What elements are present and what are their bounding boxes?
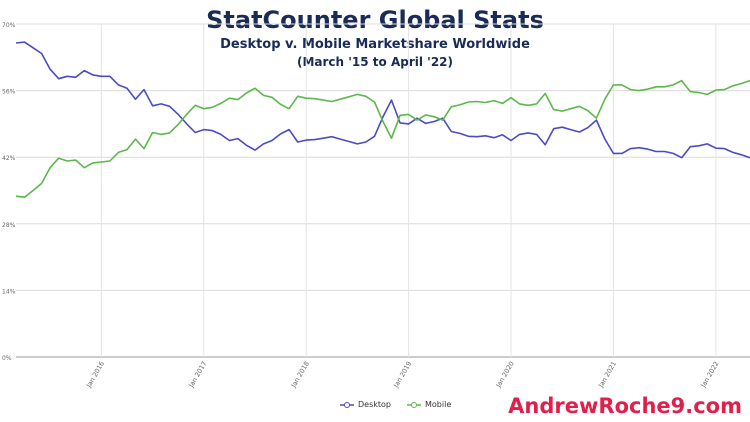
y-axis-tick-labels: 0% 14% 28% 42% 56% 70% — [2, 22, 16, 362]
legend-item-mobile[interactable]: Mobile — [407, 400, 451, 409]
y-tick-label: 56% — [2, 89, 16, 96]
x-axis-tick-labels: Jan 2016 Jan 2017 Jan 2018 Jan 2019 Jan 2020… — [84, 360, 720, 390]
legend-swatch-mobile — [407, 401, 421, 409]
chart-title: StatCounter Global Stats — [206, 6, 544, 34]
chart-date-range: (March '15 to April '22) — [296, 55, 454, 69]
legend-label-desktop: Desktop — [358, 400, 391, 409]
series-lines — [15, 41, 750, 198]
y-tick-label: 42% — [2, 155, 16, 162]
x-tick-label: Jan 2018 — [289, 360, 311, 390]
x-tick-label: Jan 2016 — [84, 360, 106, 390]
chart-legend: Desktop Mobile — [340, 400, 451, 409]
y-tick-label: 14% — [2, 288, 16, 295]
legend-swatch-desktop — [340, 401, 354, 409]
y-tick-label: 70% — [2, 22, 16, 29]
x-tick-label: Jan 2021 — [596, 360, 618, 390]
x-tick-label: Jan 2020 — [494, 360, 516, 390]
chart-subtitle: Desktop v. Mobile Marketshare Worldwide — [220, 37, 530, 52]
y-tick-label: 28% — [2, 222, 16, 229]
legend-item-desktop[interactable]: Desktop — [340, 400, 391, 409]
grid-lines — [16, 23, 750, 358]
x-tick-label: Jan 2022 — [699, 360, 721, 390]
y-tick-label: 0% — [2, 355, 12, 362]
series-line-mobile — [15, 79, 750, 198]
series-line-desktop — [15, 41, 750, 159]
legend-label-mobile: Mobile — [425, 400, 452, 409]
watermark: AndrewRoche9.com — [508, 394, 742, 418]
x-tick-label: Jan 2017 — [187, 360, 209, 390]
x-tick-label: Jan 2019 — [392, 360, 414, 390]
